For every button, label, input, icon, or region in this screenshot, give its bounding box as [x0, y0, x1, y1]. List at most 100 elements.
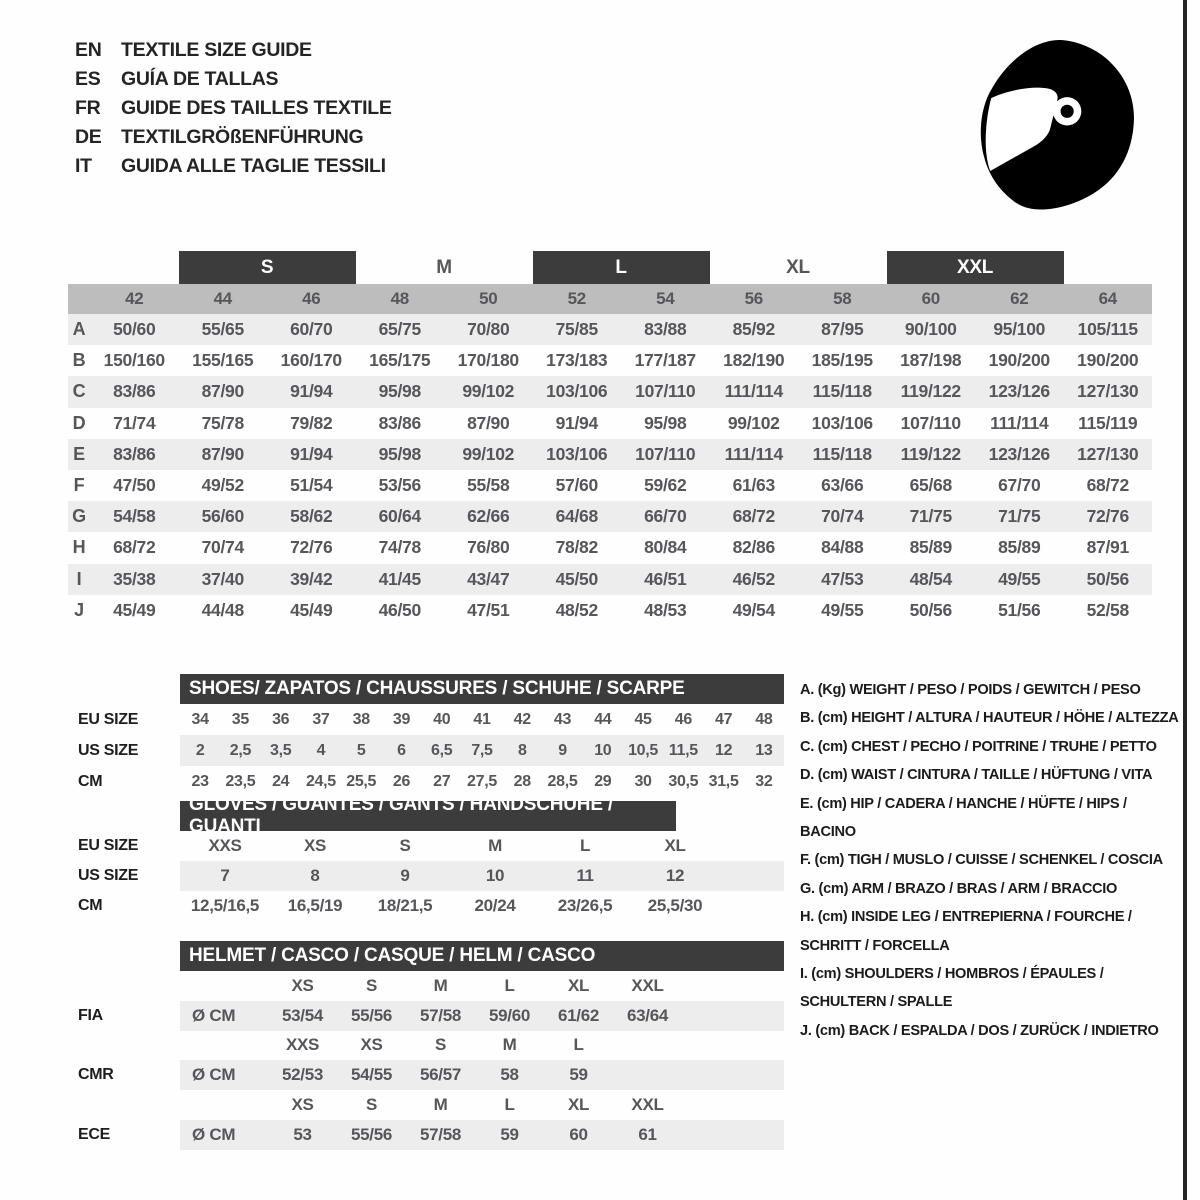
shoe-size-cell: 24,5	[305, 772, 336, 790]
unit-label: Ø CM	[192, 1065, 236, 1085]
measurement-value-cell: 185/195	[811, 350, 873, 371]
helmet-row-values: XS S M L XL XXL	[180, 971, 784, 1001]
guide-title: TEXTILGRÖßENFÜHRUNG	[121, 126, 364, 148]
unit-label: Ø CM	[192, 1005, 236, 1025]
shoe-size-cell: 48	[755, 710, 773, 728]
measurement-row: G 54/58 56/60 58/62 60/64 62/66	[68, 501, 1152, 533]
shoe-size-cell: 46	[674, 710, 693, 728]
numeric-size-label: 44	[213, 289, 233, 308]
gloves-row: EU SIZE XXS XS S M	[78, 831, 784, 861]
shoes-row-values: 23 23,5 24 24,5 25,5 26 27	[180, 766, 784, 797]
measurement-value-cell: 85/89	[998, 537, 1041, 558]
language-row: DE TEXTILGRÖßENFÜHRUNG	[75, 123, 392, 152]
measurement-value-cell: 72/76	[1086, 506, 1130, 527]
shoe-size-cell: 12	[714, 741, 733, 759]
measurement-value-cell: 103/106	[546, 443, 608, 464]
size-group-cell: XXL	[886, 251, 1064, 284]
helmet-size-cell: 61/62	[557, 1005, 600, 1025]
numeric-size-label: 62	[1010, 289, 1029, 308]
legend-item: B. (cm) HEIGHT / ALTURA / HAUTEUR / HÖHE…	[800, 710, 1179, 727]
measurement-value-cell: 53/56	[378, 475, 422, 496]
helmet-size-cell: 57/58	[419, 1005, 462, 1025]
row-letter: D	[72, 412, 86, 433]
measurement-value-cell: 115/118	[812, 443, 873, 464]
shoes-row-values: 2 2,5 3,5 4 5 6 6,5	[180, 735, 784, 766]
helmet-size-cell	[613, 1035, 682, 1055]
language-title-list: EN TEXTILE SIZE GUIDE ES GUÍA DE TALLAS …	[75, 36, 392, 181]
measurement-value-cell: 72/76	[290, 537, 333, 558]
measurement-value-cell: 68/72	[113, 537, 156, 558]
measurement-value-cell: 46/52	[732, 568, 776, 589]
glove-size-cell: 20/24	[474, 896, 516, 915]
shoe-size-cell: 39	[392, 710, 411, 728]
shoe-size-cell: 4	[316, 741, 326, 759]
helmet-section-header: HELMET / CASCO / CASQUE / HELM / CASCO	[180, 941, 784, 971]
glove-size-cell: 12	[665, 866, 685, 885]
helmet-size-cell: XL	[567, 1095, 590, 1115]
gloves-row-values: 7 8 9 10 11 12	[180, 861, 784, 891]
measurement-value-cell: 48/52	[555, 599, 599, 620]
legend-item: D. (cm) WAIST / CINTURA / TAILLE / HÜFTU…	[800, 767, 1153, 784]
numeric-size-band: 42 44 46 48 50 52 54 56 58 60	[68, 284, 1152, 314]
measurement-value-cell: 87/90	[201, 443, 245, 464]
measurement-value-cell: 65/75	[378, 319, 422, 340]
shoes-row: CM 23 23,5 24 24,5 25,5	[78, 766, 784, 797]
shoe-size-cell: 43	[553, 710, 572, 728]
numeric-size-label: 42	[125, 289, 144, 308]
measurement-value-cell: 48/53	[644, 599, 687, 620]
shoe-size-cell: 10,5	[628, 741, 659, 759]
shoe-size-cell: 36	[272, 710, 290, 728]
measurement-value-cell: 65/68	[909, 475, 953, 496]
shoe-size-cell: 2	[195, 741, 205, 759]
measurement-value-cell: 119/122	[900, 381, 962, 402]
row-letter: F	[73, 475, 85, 496]
shoe-size-cell: 23,5	[225, 772, 256, 790]
measurement-value-cell: 61/63	[732, 475, 776, 496]
size-group-cell: M	[436, 256, 452, 278]
measurement-value-cell: 67/70	[998, 475, 1041, 496]
measurement-value-cell: 57/60	[555, 475, 599, 496]
measurement-value-cell: 83/86	[378, 412, 422, 433]
row-label: CM	[78, 897, 103, 914]
measurement-value-cell: 45/49	[113, 599, 156, 620]
measurement-value-cell: 47/53	[821, 568, 864, 589]
measurement-value-cell: 47/50	[113, 475, 156, 496]
shoe-size-cell: 32	[755, 772, 773, 790]
measurement-legend: A. (Kg) WEIGHT / PESO / POIDS / GEWITCH …	[800, 676, 1186, 1045]
row-label: EU SIZE	[78, 837, 139, 854]
helmet-size-cell: 63/64	[626, 1005, 669, 1025]
helmet-row: XXS XS S M L	[78, 1031, 784, 1061]
numeric-size-label: 48	[390, 289, 410, 308]
row-letter: H	[72, 537, 86, 558]
legend-item: I. (cm) SHOULDERS / HOMBROS / ÉPAULES / …	[800, 966, 1104, 1011]
legend-item: F. (cm) TIGH / MUSLO / CUISSE / SCHENKEL…	[800, 852, 1163, 869]
standard-label: CMR	[78, 1066, 114, 1084]
measurement-value-cell: 59/62	[644, 475, 687, 496]
numeric-size-label: 52	[567, 289, 587, 308]
shoe-size-cell: 44	[594, 710, 612, 728]
measurement-value-cell: 64/68	[555, 506, 599, 527]
helmet-size-cell: 59/60	[488, 1005, 531, 1025]
measurement-rows: A 50/60 55/65 60/70 65/75 70/80	[68, 314, 1152, 626]
measurement-value-cell: 90/100	[904, 319, 957, 340]
row-letter: I	[76, 568, 82, 589]
measurement-value-cell: 85/92	[732, 319, 776, 340]
size-group-cell: L	[532, 251, 710, 284]
measurement-value-cell: 71/75	[909, 506, 953, 527]
measurement-value-cell: 70/74	[201, 537, 245, 558]
shoe-size-cell: 30	[634, 772, 652, 790]
helmet-row: CMR Ø CM 52/53 54/55 56/57	[78, 1060, 784, 1091]
helmet-size-cell: XXS	[285, 1035, 320, 1055]
measurement-value-cell: 55/58	[467, 475, 510, 496]
helmet-size-cell: 55/56	[350, 1005, 393, 1025]
guide-title: GUIDE DES TAILLES TEXTILE	[121, 97, 392, 119]
language-code: DE	[75, 126, 102, 148]
helmet-row-values: XS S M L XL XXL	[180, 1090, 784, 1120]
measurement-value-cell: 85/89	[909, 537, 953, 558]
helmet-row-values: XXS XS S M L	[180, 1031, 784, 1061]
gloves-row-values: 12,5/16,5 16,5/19 18/21,5 20/24 23/26,5 …	[180, 891, 784, 921]
gloves-rows: EU SIZE XXS XS S M	[78, 831, 784, 921]
measurement-value-cell: 49/55	[821, 599, 864, 620]
measurement-value-cell: 51/54	[290, 475, 333, 496]
helmet-row: XS S M L XL XXL	[78, 971, 784, 1001]
